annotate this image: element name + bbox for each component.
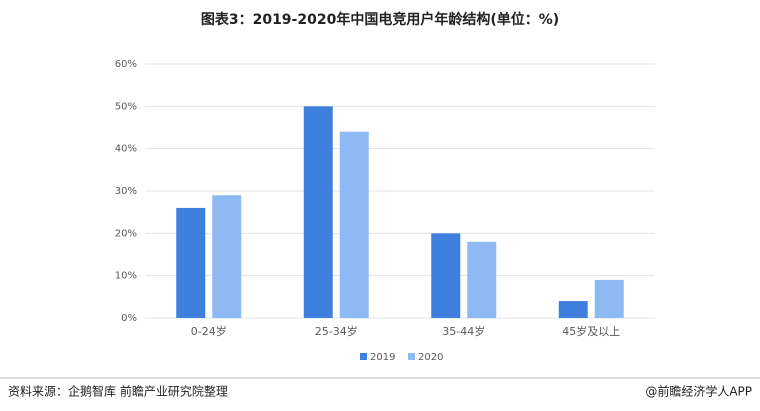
chart-title: 图表3：2019-2020年中国电竞用户年龄结构(单位：%) [201,11,559,28]
y-tick-label: 40% [115,144,137,155]
y-tick-label: 60% [115,59,137,70]
legend-swatch [408,353,415,360]
bar [339,131,369,318]
y-tick-label: 30% [115,186,137,197]
y-tick-label: 0% [121,313,137,324]
x-tick-label: 25-34岁 [315,324,358,338]
x-tick-label: 0-24岁 [191,324,227,338]
x-tick-label: 45岁及以上 [562,324,620,338]
legend-label: 2019 [370,352,395,363]
bar [212,195,242,318]
credit: @前瞻经济学人APP [645,384,752,399]
legend-swatch [360,353,367,360]
y-tick-label: 10% [115,271,137,282]
bar [558,301,588,318]
bar [176,207,206,318]
bar [303,106,333,318]
y-tick-label: 20% [115,228,137,239]
y-tick-label: 50% [115,101,137,112]
bar [467,241,497,318]
source: 资料来源：企鹅智库 前瞻产业研究院整理 [8,384,228,399]
bar [431,233,461,318]
legend-label: 2020 [418,352,443,363]
x-tick-label: 35-44岁 [442,324,485,338]
bar [594,279,624,318]
